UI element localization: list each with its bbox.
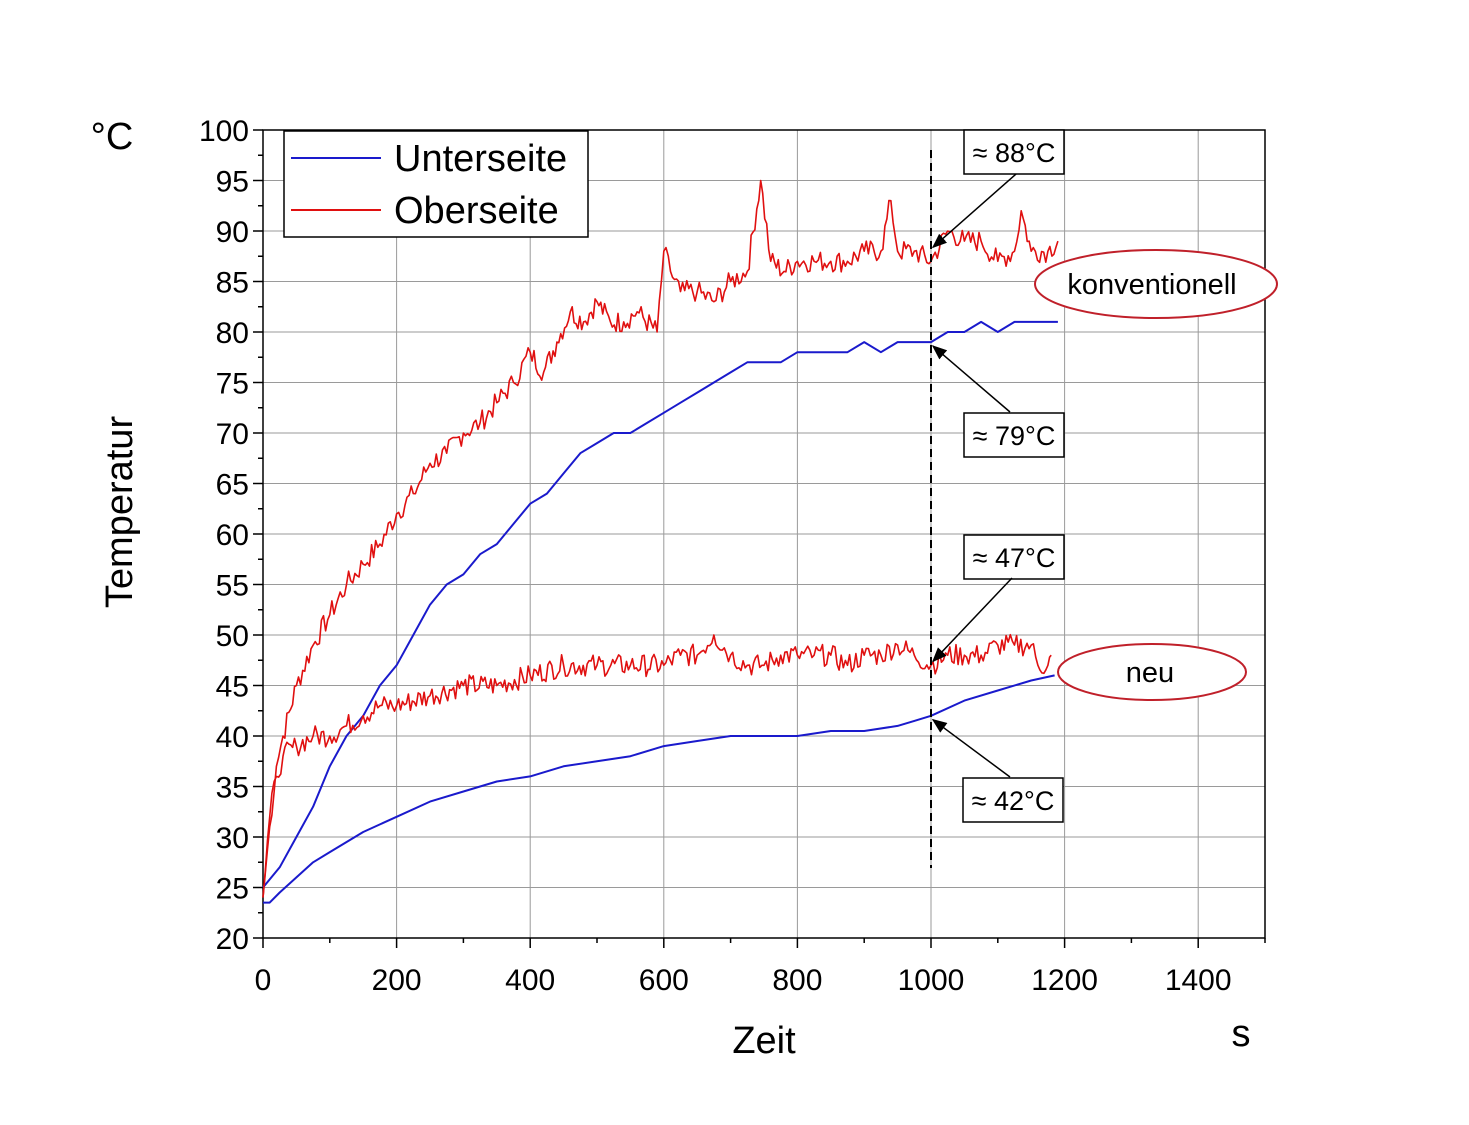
- x-tick-label: 1400: [1165, 964, 1232, 997]
- x-tick-label: 1200: [1031, 964, 1098, 997]
- x-tick-label: 0: [255, 964, 272, 997]
- y-tick-label: 65: [216, 469, 249, 502]
- x-tick-label: 200: [372, 964, 422, 997]
- x-axis-label: Zeit: [732, 1020, 796, 1062]
- y-tick-label: 50: [216, 620, 249, 653]
- group-ellipse-konventionell: [1034, 249, 1278, 319]
- annotation-box: [963, 534, 1065, 580]
- series-line-unterseite-konventionell: [262, 320, 1058, 889]
- annotation-3: ≈ 42°C: [931, 718, 1064, 823]
- legend: Unterseite Oberseite: [283, 130, 589, 238]
- legend-label-unterseite: Unterseite: [394, 138, 567, 180]
- y-tick-label: 30: [216, 822, 249, 855]
- annotation-text: ≈ 79°C: [973, 421, 1056, 451]
- annotation-text: ≈ 42°C: [972, 786, 1055, 816]
- y-axis-label: Temperatur: [99, 416, 141, 609]
- y-tick-label: 55: [216, 570, 249, 603]
- annotation-text: ≈ 47°C: [973, 543, 1056, 573]
- y-tick-label: 45: [216, 671, 249, 704]
- x-tick-label: 800: [772, 964, 822, 997]
- y-tick-label: 100: [199, 115, 249, 148]
- annotation-box: [963, 129, 1065, 175]
- series-line-oberseite-neu: [262, 633, 1052, 898]
- x-axis-unit: s: [1232, 1013, 1251, 1055]
- series: [262, 179, 1059, 904]
- y-tick-label: 60: [216, 519, 249, 552]
- y-tick-label: 70: [216, 418, 249, 451]
- y-tick-label: 95: [216, 166, 249, 199]
- y-axis-unit: °C: [91, 116, 134, 158]
- annotation-box: [963, 412, 1065, 458]
- annotation-arrow: [931, 345, 1011, 413]
- series-line-oberseite-konventionell: [262, 179, 1059, 898]
- legend-label-oberseite: Oberseite: [394, 190, 559, 232]
- group-text-konventionell: konventionell: [1067, 269, 1236, 301]
- annotation-text: ≈ 88°C: [973, 138, 1056, 168]
- y-tick-label: 35: [216, 772, 249, 805]
- annotation-arrow: [931, 718, 1011, 778]
- x-tick-label: 1000: [898, 964, 965, 997]
- y-tick-label: 80: [216, 317, 249, 350]
- annotation-0: ≈ 88°C: [931, 129, 1065, 249]
- y-tick-label: 75: [216, 368, 249, 401]
- y-tick-label: 25: [216, 873, 249, 906]
- annotations: ≈ 88°C ≈ 79°C ≈ 47°C ≈ 42°C: [931, 129, 1065, 823]
- series-line-unterseite-neu: [263, 674, 1055, 904]
- y-tick-label: 40: [216, 721, 249, 754]
- group-text-neu: neu: [1126, 657, 1174, 689]
- y-tick-label: 85: [216, 267, 249, 300]
- legend-box: [283, 130, 589, 238]
- y-tick-label: 90: [216, 216, 249, 249]
- x-tick-label: 400: [505, 964, 555, 997]
- annotation-arrow: [931, 577, 1013, 663]
- annotation-1: ≈ 79°C: [931, 345, 1065, 458]
- group-label-konventionell: konventionell: [1034, 249, 1278, 319]
- annotation-box: [962, 777, 1064, 823]
- annotation-arrow: [931, 173, 1017, 249]
- x-tick-label: 600: [639, 964, 689, 997]
- y-tick-label: 20: [216, 923, 249, 956]
- annotation-2: ≈ 47°C: [931, 534, 1065, 663]
- group-label-neu: neu: [1057, 643, 1247, 701]
- group-ellipse-neu: [1057, 643, 1247, 701]
